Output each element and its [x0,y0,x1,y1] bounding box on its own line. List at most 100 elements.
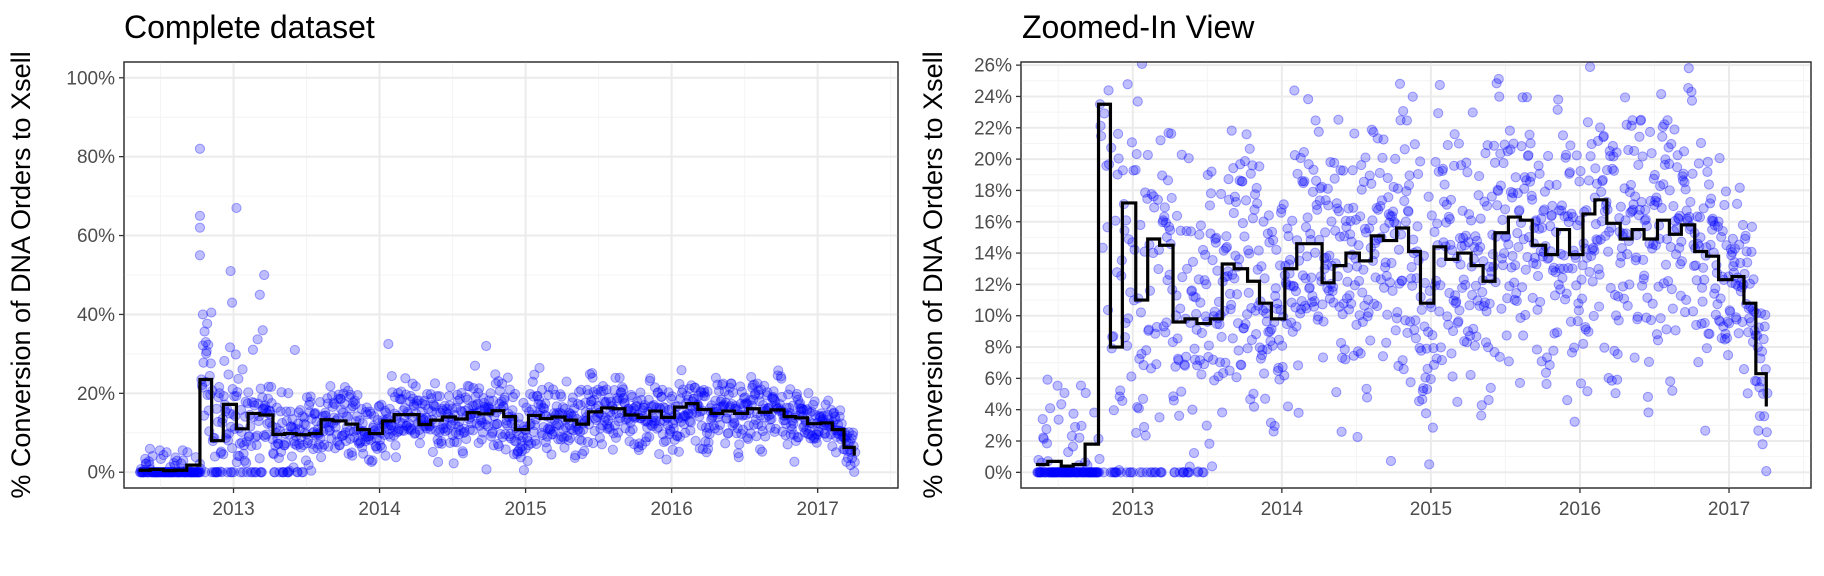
data-point [802,403,813,415]
data-point [1044,467,1055,478]
data-point [1540,367,1552,378]
data-point [749,379,760,390]
data-point [198,357,209,368]
data-point [1655,313,1666,324]
data-point [595,423,606,434]
data-point [1032,467,1044,478]
data-point [268,447,279,459]
data-point [627,424,638,435]
data-point [1142,149,1153,161]
data-point [1449,160,1460,171]
data-point [400,373,411,384]
data-point [1649,199,1660,211]
data-point [649,418,660,429]
data-point [540,398,551,409]
data-point [232,386,243,398]
data-point [1695,137,1707,149]
data-point [719,386,730,397]
data-point [312,442,323,454]
data-point [1277,340,1288,351]
data-point [1227,333,1238,344]
data-point [539,403,550,414]
data-point [1172,333,1183,344]
data-point [598,396,610,407]
data-point [1534,168,1545,179]
data-point [1702,166,1713,178]
data-point [1732,198,1743,209]
data-point [1593,263,1604,275]
data-point [740,398,751,409]
data-point [684,415,695,427]
data-point [1637,151,1648,162]
data-point [1416,304,1427,315]
data-point [680,427,691,438]
data-point [1370,272,1381,283]
data-point [193,467,204,478]
data-point [1590,219,1601,230]
data-point [1254,161,1265,172]
data-point [1230,196,1242,208]
data-point [739,392,751,403]
data-point [738,393,750,404]
data-point [250,467,262,478]
data-point [1547,200,1558,211]
data-point [686,380,697,391]
data-point [586,396,597,407]
data-point [1460,230,1471,241]
data-point [1296,304,1307,315]
data-point [1448,295,1459,306]
data-point [1560,152,1571,163]
data-point [1289,85,1300,96]
data-point [1231,289,1243,300]
data-point [1359,223,1371,234]
data-point [1442,311,1453,322]
data-point [529,369,540,380]
data-point [651,423,663,434]
data-point [477,417,488,428]
data-point [1190,292,1201,303]
data-point [1036,467,1047,478]
data-point [1646,314,1657,326]
data-point [1416,345,1427,356]
data-point [1421,384,1433,395]
data-point [1453,138,1465,149]
data-point [1089,467,1100,478]
data-point [675,393,686,404]
data-point [715,401,727,412]
data-point [1308,301,1320,312]
data-point [1212,265,1223,276]
data-point [1415,156,1426,167]
data-point [1713,216,1724,227]
data-point [1293,407,1304,418]
data-point [1035,467,1046,478]
data-point [504,431,515,442]
data-point [753,389,765,400]
data-point [1686,95,1698,106]
y-tick-label: 80% [77,147,115,168]
data-point [1449,129,1460,140]
data-point [1077,467,1088,478]
data-point [677,384,689,395]
data-point [1475,213,1486,224]
data-point [1372,300,1383,312]
data-point [268,449,279,460]
data-point [806,430,818,441]
data-point [1759,411,1770,422]
data-point [1245,168,1256,179]
data-point [195,467,206,478]
data-point [1195,220,1207,231]
data-point [1493,73,1504,85]
data-point [555,389,566,400]
data-point [1383,209,1394,220]
data-point [1166,192,1177,204]
data-point [700,436,711,447]
data-point [1476,410,1487,421]
data-point [317,442,328,453]
data-point [253,398,264,409]
data-point [1265,417,1277,428]
data-point [368,420,379,431]
data-point [279,440,290,451]
data-point [822,409,833,420]
data-point [291,440,302,451]
data-point [1526,171,1537,182]
